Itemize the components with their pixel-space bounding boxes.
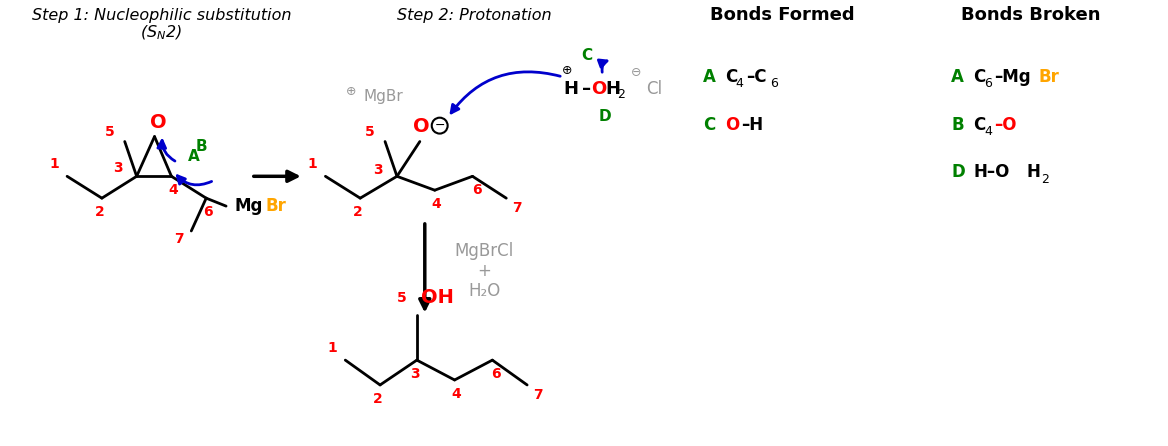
Text: 6: 6 (985, 78, 992, 91)
Text: H–O: H–O (973, 163, 1009, 182)
Text: Mg: Mg (234, 197, 263, 215)
Text: Bonds Broken: Bonds Broken (961, 6, 1100, 25)
Text: Step 2: Protonation: Step 2: Protonation (397, 8, 551, 23)
Text: OH: OH (420, 288, 453, 307)
Text: D: D (952, 163, 965, 182)
Text: C: C (703, 116, 715, 134)
Text: Bonds Formed: Bonds Formed (710, 6, 855, 25)
Text: H: H (563, 80, 578, 98)
Text: B: B (952, 116, 964, 134)
Text: 3: 3 (374, 163, 383, 178)
Text: 2: 2 (95, 205, 105, 219)
Text: H: H (1027, 163, 1041, 182)
Text: 2: 2 (354, 205, 363, 219)
Text: 4: 4 (432, 197, 442, 211)
Text: 1: 1 (327, 341, 338, 355)
Text: C: C (973, 116, 986, 134)
Text: A: A (188, 149, 200, 164)
Text: 4: 4 (452, 387, 461, 401)
Text: 5: 5 (366, 124, 375, 139)
Text: –C: –C (745, 68, 766, 86)
Text: –O: –O (994, 116, 1016, 134)
Text: C: C (582, 48, 592, 62)
Text: Cl: Cl (646, 80, 662, 98)
Text: 3: 3 (410, 367, 419, 381)
Text: ($S_N$2): ($S_N$2) (140, 24, 182, 42)
Text: 6: 6 (472, 183, 481, 197)
Text: MgBr: MgBr (363, 89, 403, 104)
Text: 1: 1 (307, 157, 318, 171)
Text: 7: 7 (174, 232, 183, 246)
Text: 2: 2 (1041, 173, 1049, 186)
Text: 7: 7 (533, 388, 543, 402)
Text: ⊕: ⊕ (562, 65, 572, 78)
Text: 4: 4 (168, 183, 179, 197)
Text: B: B (195, 139, 207, 154)
Text: O: O (151, 113, 167, 132)
Text: Br: Br (266, 197, 286, 215)
Text: C: C (725, 68, 737, 86)
Text: 5: 5 (397, 290, 406, 305)
Text: A: A (952, 68, 965, 86)
Text: +: + (478, 262, 492, 280)
Text: O: O (413, 117, 430, 136)
Text: C: C (973, 68, 986, 86)
Text: 7: 7 (513, 201, 522, 215)
Text: 2: 2 (618, 88, 625, 101)
Text: 6: 6 (203, 205, 213, 219)
Text: 5: 5 (105, 124, 114, 139)
Text: H₂O: H₂O (468, 281, 501, 300)
Text: –Mg: –Mg (994, 68, 1030, 86)
Text: 4: 4 (736, 78, 744, 91)
Text: ⊕: ⊕ (346, 85, 356, 99)
Text: 2: 2 (374, 392, 383, 406)
Text: MgBrCl: MgBrCl (454, 242, 514, 260)
Text: –: – (582, 80, 591, 98)
Text: 3: 3 (113, 161, 123, 175)
Text: −: − (434, 119, 445, 132)
Text: 6: 6 (492, 367, 501, 381)
Text: 4: 4 (985, 125, 992, 138)
Text: Step 1: Nucleophilic substitution: Step 1: Nucleophilic substitution (32, 8, 291, 23)
Text: O: O (725, 116, 739, 134)
Text: H: H (605, 80, 620, 98)
Text: A: A (703, 68, 716, 86)
Text: 1: 1 (49, 157, 60, 171)
Text: O: O (591, 80, 606, 98)
Text: D: D (598, 109, 611, 124)
Text: Br: Br (1038, 68, 1059, 86)
Text: –H: –H (741, 116, 763, 134)
Text: ⊖: ⊖ (631, 66, 641, 79)
Text: 6: 6 (771, 78, 778, 91)
